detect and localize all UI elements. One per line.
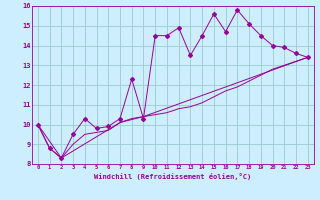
- X-axis label: Windchill (Refroidissement éolien,°C): Windchill (Refroidissement éolien,°C): [94, 173, 252, 180]
